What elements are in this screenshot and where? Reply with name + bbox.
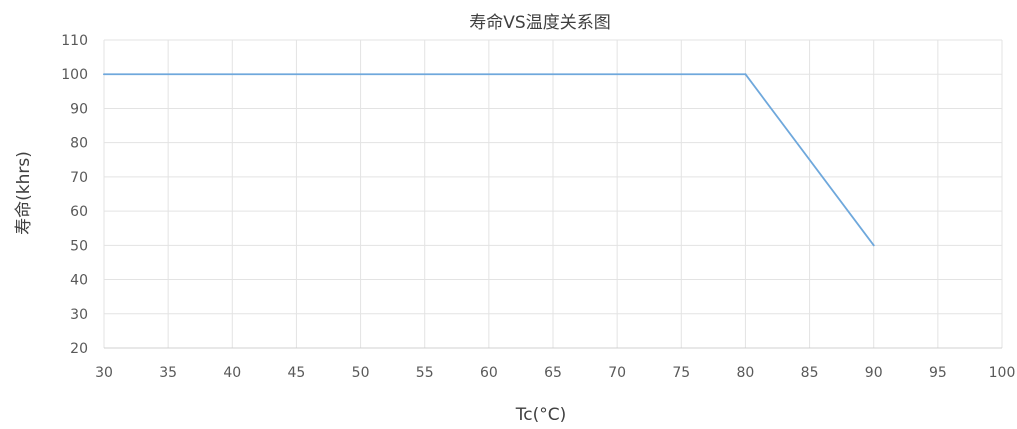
data-point	[103, 73, 105, 76]
x-tick-label: 65	[544, 365, 562, 381]
x-tick-label: 40	[223, 365, 241, 381]
x-tick-label: 45	[288, 365, 306, 381]
y-tick-label: 60	[70, 204, 88, 220]
y-tick-label: 90	[70, 101, 88, 117]
y-tick-label: 30	[70, 307, 88, 323]
y-tick-label: 100	[61, 67, 88, 83]
x-tick-label: 80	[737, 365, 755, 381]
y-tick-label: 80	[70, 136, 88, 152]
series	[103, 73, 875, 247]
x-tick-label: 75	[672, 365, 690, 381]
x-tick-label: 60	[480, 365, 498, 381]
x-axis-label: Tc(°C)	[515, 405, 566, 425]
gridlines	[103, 39, 1003, 349]
x-tick-label: 90	[865, 365, 883, 381]
x-tick-label: 95	[929, 365, 947, 381]
y-tick-label: 20	[70, 341, 88, 357]
y-axis-label: 寿命(khrs)	[14, 151, 34, 235]
y-tick-label: 50	[70, 238, 88, 254]
x-tick-label: 35	[159, 365, 177, 381]
y-tick-label: 40	[70, 273, 88, 289]
data-point	[872, 244, 875, 247]
chart-title: 寿命VS温度关系图	[469, 13, 610, 33]
x-tick-label: 100	[989, 365, 1016, 381]
x-tick-label: 30	[95, 365, 113, 381]
y-tick-label: 110	[61, 33, 88, 49]
x-tick-label: 70	[608, 365, 626, 381]
x-tick-label: 85	[801, 365, 819, 381]
data-point	[744, 73, 747, 76]
x-tick-label: 50	[352, 365, 370, 381]
y-tick-label: 70	[70, 170, 88, 186]
x-tick-label: 55	[416, 365, 434, 381]
series-line-segment	[744, 73, 875, 247]
axes: 30 35 40 45 50 55 60 65 70 75 80 85 90 95 100 20 30 40 50 6…	[61, 33, 1015, 381]
